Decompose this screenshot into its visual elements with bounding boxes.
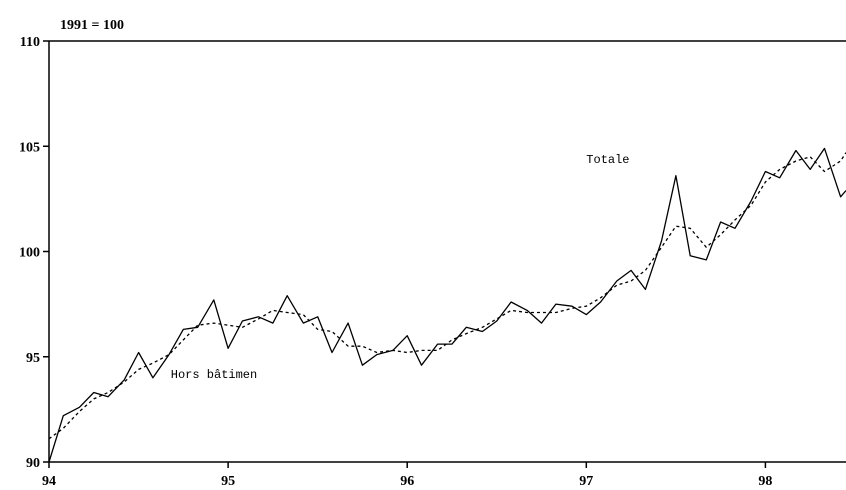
y-tick-label: 100 xyxy=(19,246,40,261)
series-line-0 xyxy=(48,147,846,463)
x-tick-label: 96 xyxy=(400,474,414,489)
x-tick-label: 98 xyxy=(758,474,772,489)
x-tick-label: 94 xyxy=(42,474,56,489)
y-tick-label: 95 xyxy=(26,351,40,366)
y-tick-label: 110 xyxy=(20,35,40,50)
unit-label: 1991 = 100 xyxy=(60,18,124,33)
series-labels: Totale Hors bâtimen xyxy=(171,153,630,382)
x-axis-ticks: 94 95 96 97 98 xyxy=(42,462,772,489)
series-lines xyxy=(48,147,846,463)
series-label: Totale xyxy=(586,153,629,167)
x-tick-label: 95 xyxy=(221,474,235,489)
y-tick-label: 90 xyxy=(26,456,40,471)
y-tick-label: 105 xyxy=(19,140,40,155)
series-label: Hors bâtimen xyxy=(171,368,257,382)
series-line-1 xyxy=(48,152,846,440)
y-axis-ticks: 90 95 100 105 110 xyxy=(19,35,49,471)
x-tick-label: 97 xyxy=(579,474,593,489)
